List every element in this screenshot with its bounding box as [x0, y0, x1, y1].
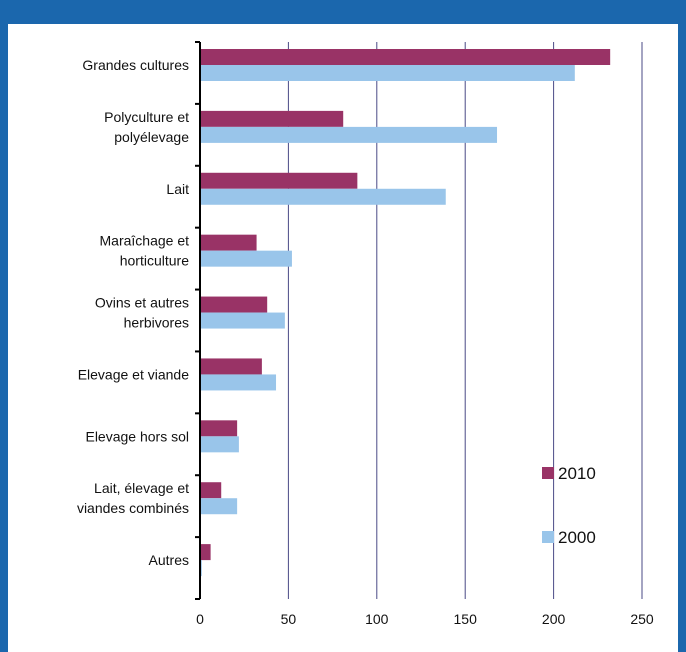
- category-label-7: Elevage hors sol: [85, 428, 189, 444]
- x-tick-label-50: 50: [281, 611, 297, 627]
- bar-2000-5: [200, 312, 285, 329]
- category-label-line: polyélevage: [114, 129, 189, 145]
- category-label-line: Grandes cultures: [82, 57, 189, 73]
- x-tick-label-250: 250: [630, 611, 654, 627]
- bar-2010-9: [200, 544, 211, 561]
- x-tick-label-150: 150: [454, 611, 478, 627]
- category-label-line: Lait: [166, 181, 189, 197]
- bar-2000-1: [200, 65, 575, 81]
- x-tick-label-100: 100: [365, 611, 389, 627]
- bar-2010-7: [200, 420, 238, 437]
- category-label-line: Ovins et autres: [95, 295, 189, 311]
- legend-label-2010: 2010: [558, 464, 596, 483]
- category-label-line: Elevage hors sol: [85, 428, 189, 444]
- category-label-1: Grandes cultures: [82, 57, 189, 73]
- category-label-line: herbivores: [124, 315, 189, 331]
- category-label-line: Elevage et viande: [78, 366, 190, 382]
- bar-2000-4: [200, 250, 292, 267]
- legend-swatch-2010: [542, 467, 554, 479]
- chart-panel: Grandes cultures Polyculture et polyélevag…: [8, 24, 678, 652]
- category-label-line: Polyculture et: [104, 109, 189, 125]
- bar-2000-8: [200, 498, 238, 515]
- category-label-line: Autres: [149, 552, 189, 568]
- bar-2010-2: [200, 110, 344, 127]
- category-label-3: Lait: [166, 181, 189, 197]
- x-tick-label-200: 200: [542, 611, 566, 627]
- bar-chart: Grandes cultures Polyculture et polyélevag…: [77, 41, 654, 627]
- category-label-line: viandes combinés: [77, 500, 189, 516]
- category-label-4: Maraîchage et horticulture: [100, 233, 190, 269]
- bar-2010-1: [200, 49, 611, 65]
- bar-2010-3: [200, 172, 358, 189]
- category-label-8: Lait, élevage et viandes combinés: [77, 480, 189, 516]
- bar-2010-6: [200, 358, 262, 375]
- category-label-line: Lait, élevage et: [94, 480, 189, 496]
- category-label-2: Polyculture et polyélevage: [104, 109, 189, 145]
- category-label-line: Maraîchage et: [100, 233, 190, 249]
- bar-2000-2: [200, 126, 498, 143]
- category-label-5: Ovins et autres herbivores: [95, 295, 189, 331]
- bar-2010-4: [200, 234, 257, 251]
- legend-label-2000: 2000: [558, 528, 596, 547]
- legend-swatch-2000: [542, 531, 554, 543]
- x-tick-label-0: 0: [196, 611, 204, 627]
- chart-header: [0, 0, 686, 24]
- category-label-6: Elevage et viande: [78, 366, 190, 382]
- bar-2010-8: [200, 482, 222, 499]
- category-label-9: Autres: [149, 552, 189, 568]
- bar-2000-3: [200, 188, 446, 205]
- bar-2000-7: [200, 436, 239, 453]
- bar-2000-6: [200, 374, 277, 391]
- category-label-line: horticulture: [120, 253, 189, 269]
- bar-2010-5: [200, 296, 268, 313]
